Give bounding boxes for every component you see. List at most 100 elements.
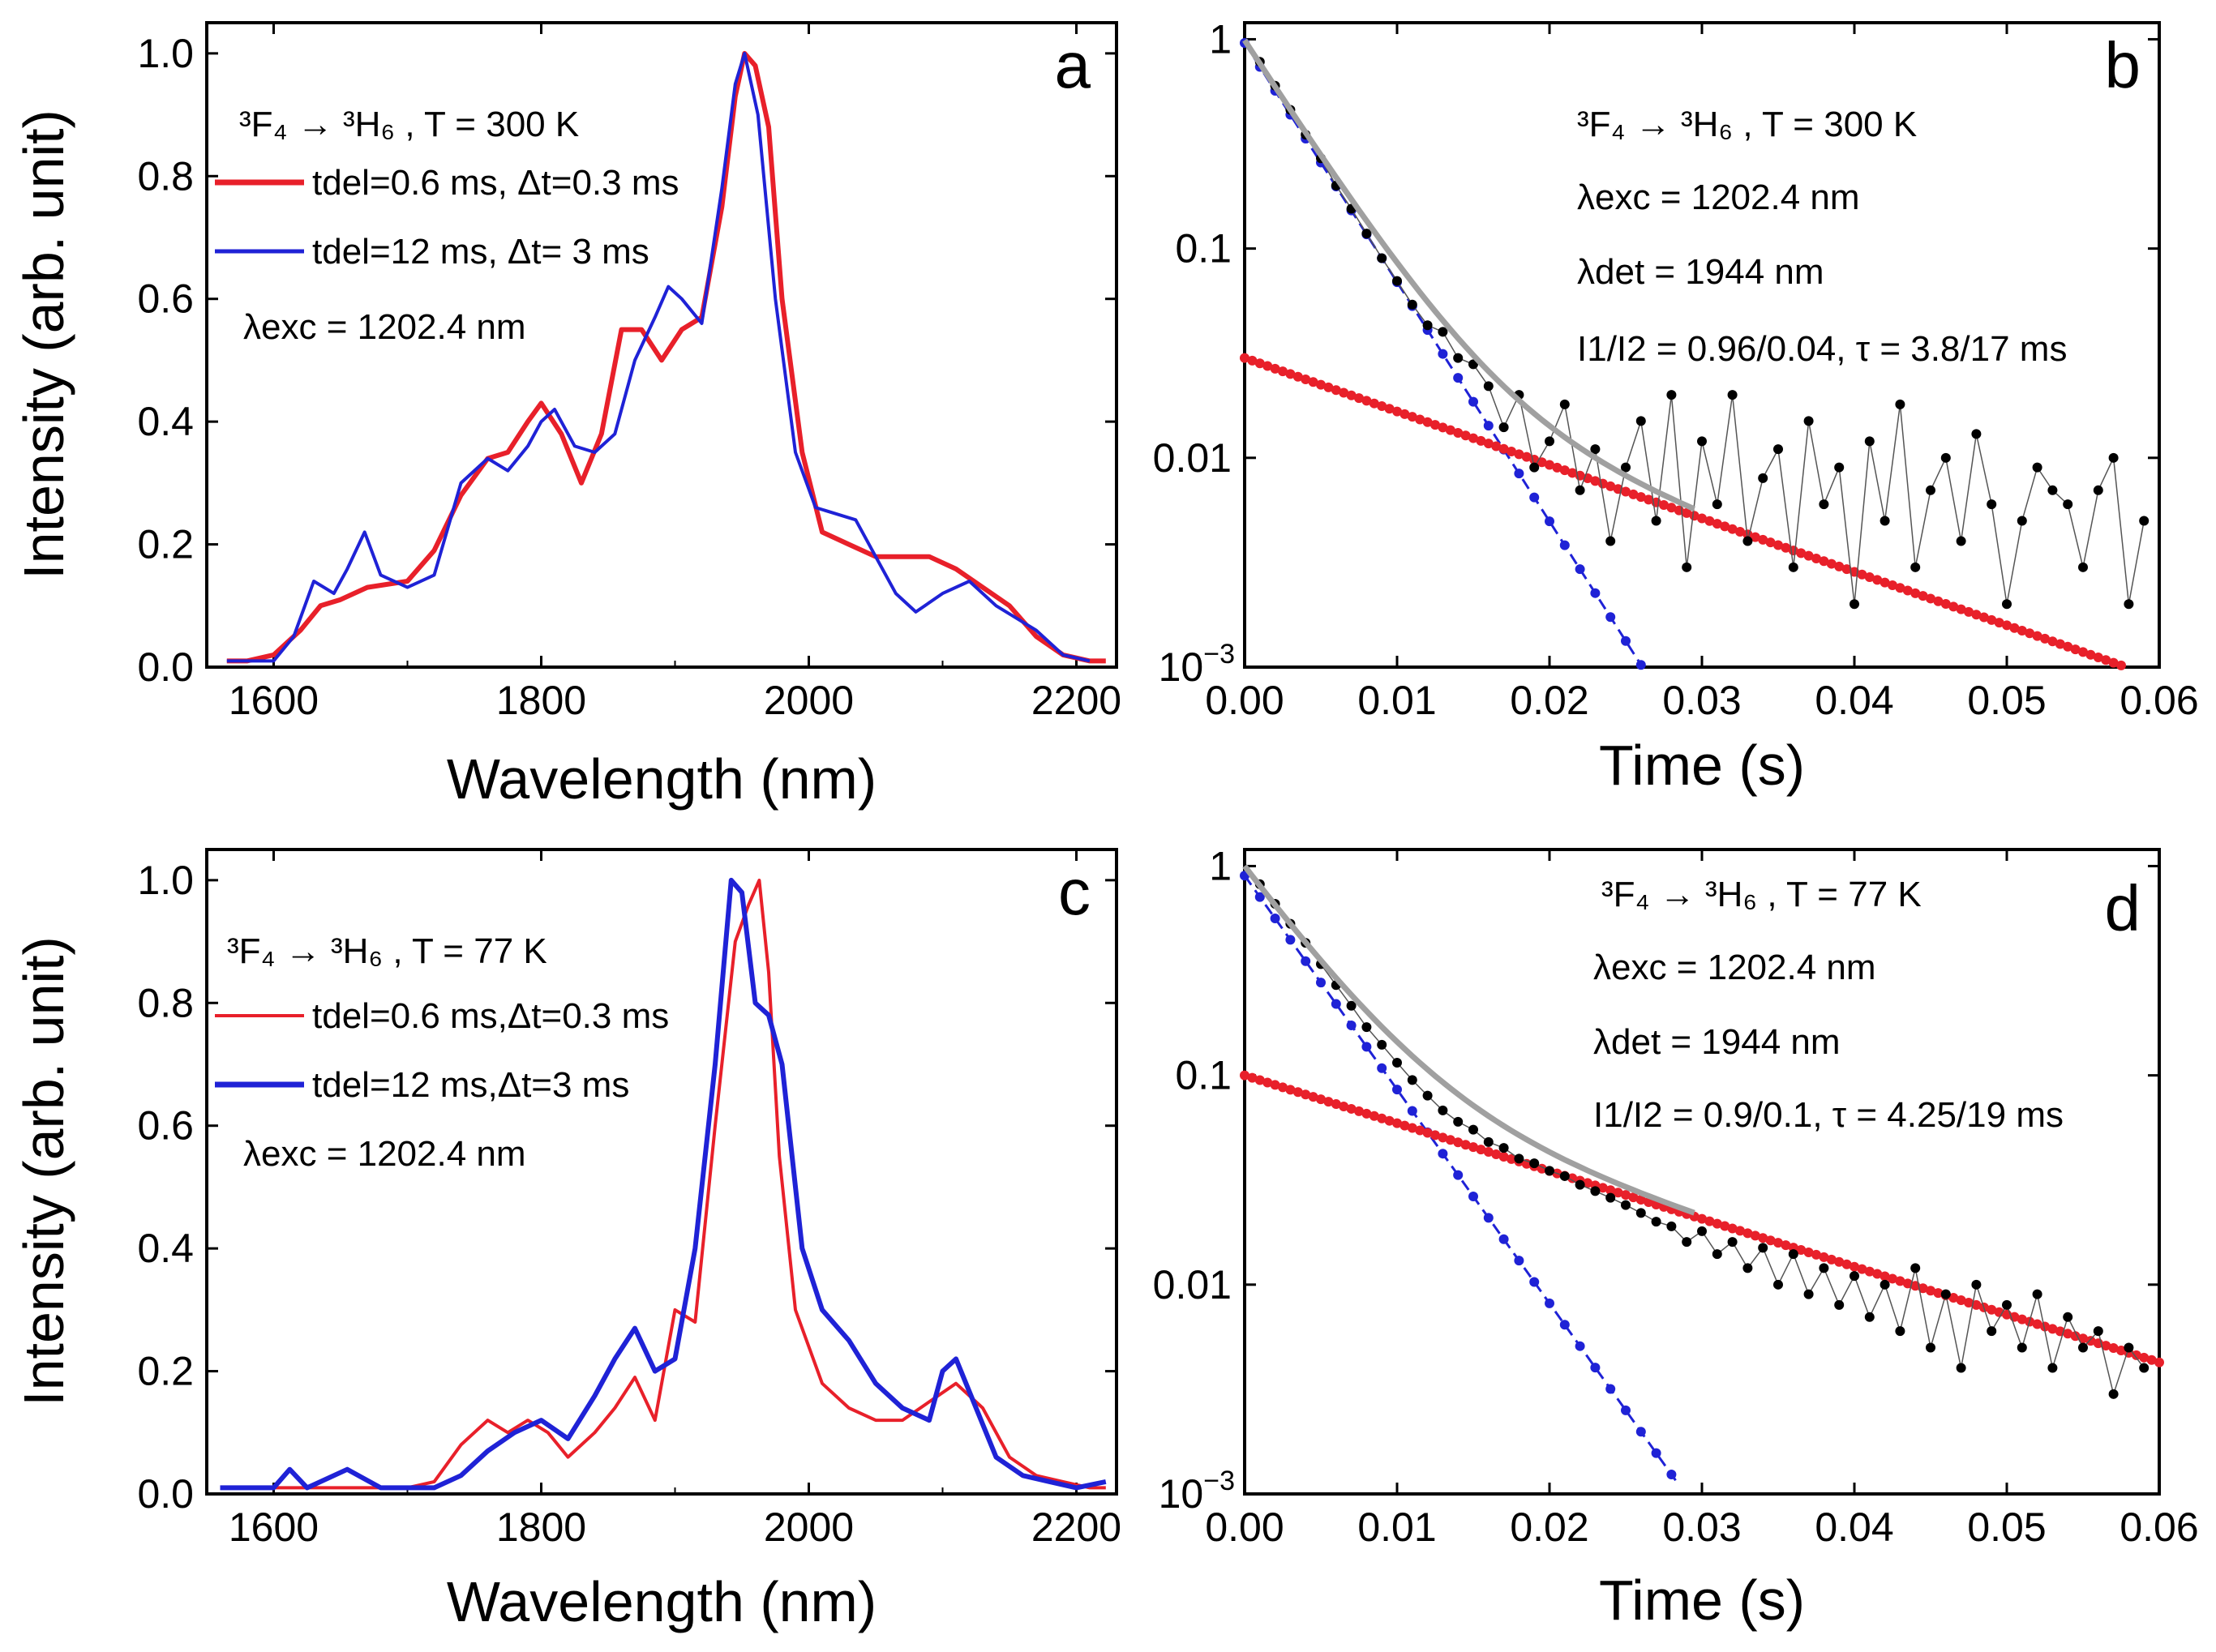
panel-b-data-point [2047,485,2058,495]
panel-b-fit-slow-dot [1628,489,1639,499]
panel-d-fit-slow-dot [1902,1278,1913,1289]
panel-b-fit-slow-dot [1384,404,1395,414]
panel-d-fit-fast-dot [1270,914,1280,924]
panel-b-fit-slow-dot [1590,476,1601,486]
panel-b-fit-slow-dot [2002,620,2012,631]
panel-b-fit-fast-dot [1545,516,1554,527]
panel-d-plot [1240,864,2164,1487]
panel-d-fit-slow-dot [1399,1120,1410,1131]
panel-d-fit-slow-dot [1803,1247,1814,1257]
panel-b-fit-slow-dot [1292,371,1303,382]
panel-d-fit-slow-dot [1948,1293,1959,1303]
panel-b-fit-slow-dot [1994,618,2004,628]
panel-d-fit-slow-dot [2139,1352,2150,1363]
panel-b-fit-slow-dot [1605,481,1616,491]
panel-d-fit-slow-dot [1262,1077,1273,1088]
panel-d-data-point [1635,1208,1646,1218]
panel-d-data-point [1514,1153,1524,1164]
panel-d-data-point [2093,1326,2103,1337]
panel-d-fit-fast-dot [1559,1320,1570,1330]
panel-d-fit-slow-dot [1369,1111,1379,1121]
panel-b-data-point [1621,462,1631,473]
panel-b-fit-fast-dot [1635,660,1646,670]
panel-b-data-point [2124,599,2134,610]
panel-d-transition: ³F₄ → ³H₆ , T = 77 K [1601,875,1922,914]
panel-b-fit-slow-dot [2078,647,2088,657]
panel-b-fit-slow-dot [1689,511,1700,521]
panel-c-axes [205,848,1118,1496]
panel-d-data-point [1880,1279,1890,1290]
panel-d-data-point [1605,1192,1616,1203]
panel-d-fit-slow-dot [1361,1108,1372,1119]
panel-c-exc: λexc = 1202.4 nm [243,1134,526,1174]
panel-d-data-point [1819,1263,1829,1273]
panel-d-fit-slow-dot [1720,1221,1730,1231]
panel-d-fit-fast-dot [1254,892,1265,902]
panel-b-data-point [1834,462,1845,473]
panel-b-fit-slow-dot [1240,353,1249,363]
panel-d-fit-fast-dot [1498,1234,1509,1244]
panel-c-ytick-label: 0.0 [137,1471,194,1517]
panel-a-legend-0: tdel=0.6 ms, Δt=0.3 ms [312,163,679,203]
panel-d-fit-slow-dot [1888,1273,1897,1284]
panel-b-data-point [1956,536,1966,546]
panel-d-fit-slow-dot [2063,1329,2073,1339]
panel-d-fit-slow-dot [1796,1245,1807,1256]
panel-d-fit-slow-dot [1628,1192,1639,1203]
panel-d-fit-fast-dot [1316,978,1326,988]
panel-b-fit-fast-dot [1575,564,1585,575]
panel-d-data-point [1438,1105,1448,1115]
panel-d-data-point [1651,1217,1661,1227]
panel-b-fit-slow-dot [1407,412,1417,422]
panel-a-ytick-label: 1.0 [137,31,194,76]
panel-b-fit-slow-dot [2070,644,2081,655]
panel-b-exc: λexc = 1202.4 nm [1577,178,1860,217]
panel-b-data-point [2002,599,2012,610]
panel-d-data-point [1682,1237,1692,1248]
panel-b-fit-fast-dot [1529,492,1540,503]
panel-d-data-point [1559,1171,1570,1181]
panel-a-xtick-label: 2200 [1031,678,1121,723]
panel-b-fit-slow-dot [1888,580,1897,590]
panel-d-fit-slow-dot [1308,1092,1318,1102]
panel-d-fit-slow-dot [1811,1249,1821,1260]
panel-d-ytick-label: 0.1 [1175,1053,1232,1098]
panel-b-fit-slow-dot [1682,507,1692,518]
panel-d-fit-slow-dot [2154,1357,2164,1367]
panel-a-label: a [1055,29,1091,101]
panel-b-fit-slow-dot [2108,657,2119,668]
panel-b-fit-slow-dot [2040,633,2050,644]
panel-a-ytick-label: 0.6 [137,276,194,322]
panel-b-data-point [1712,499,1722,510]
panel-b-fit-slow-dot [1621,486,1631,497]
panel-d-fit-fast-dot [1621,1405,1631,1415]
panel-d-fit-slow-dot [1331,1099,1341,1110]
panel-d-fit-slow-dot [1491,1149,1502,1160]
panel-d-fit-slow-dot [1278,1082,1288,1093]
panel-b-data-point [1635,416,1646,426]
panel-d-fit-slow-dot [1354,1106,1364,1116]
panel-b-data-point [1392,276,1402,286]
panel-b-fit-slow-dot [1552,462,1562,473]
panel-d-data-point [1773,1279,1783,1290]
panel-d-data-point [1346,1000,1357,1011]
panel-b-data-point [2032,462,2042,473]
panel-b-data-point [1682,562,1692,572]
panel-d-fit-slow-dot [1971,1299,1982,1310]
panel-b-fit-slow-dot [1399,409,1410,419]
panel-c-transition: ³F₄ → ³H₆ , T = 77 K [227,931,547,971]
panel-c-series-0 [220,878,1106,1490]
panel-c-label: c [1058,856,1091,928]
panel-d-fit-slow-dot [2032,1319,2042,1329]
panel-b-xtick-label: 0.01 [1357,678,1436,723]
panel-d-fit-slow-dot [1384,1115,1395,1126]
panel-b-xlabel: Time (s) [1599,734,1805,797]
panel-b-fit-slow-dot [1567,468,1578,478]
panel-d-fit-slow-dot [1392,1118,1402,1128]
panel-d-fit-total-line [1242,864,1695,1216]
panel-b-fit-fast-dot [1483,421,1494,431]
panel-a-xtick-label: 2000 [764,678,854,723]
panel-b-fit-slow-dot [1864,572,1875,583]
